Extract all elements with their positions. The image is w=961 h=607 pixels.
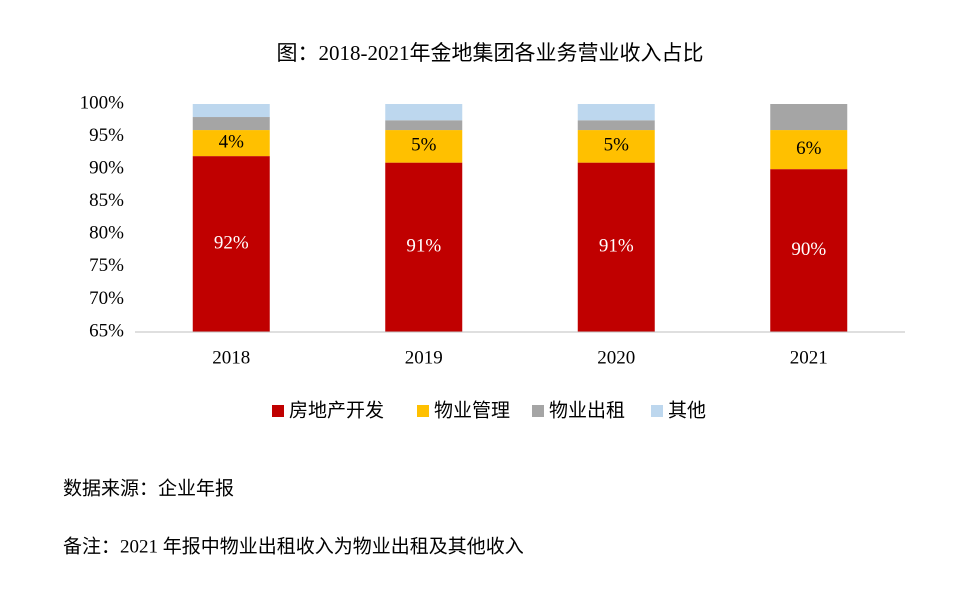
bar-segment <box>577 162 655 332</box>
legend-label: 其他 <box>668 399 706 421</box>
note: 备注：2021 年报中物业出租收入为物业出租及其他收入 <box>63 535 524 557</box>
bar-segment <box>192 156 270 332</box>
y-tick-label: 85% <box>89 190 124 211</box>
y-tick-label: 95% <box>89 125 124 146</box>
legend-swatch <box>532 405 544 417</box>
x-tick-label: 2019 <box>405 347 443 368</box>
data-label: 5% <box>411 135 437 156</box>
x-tick-label: 2018 <box>212 347 250 368</box>
source: 数据来源：企业年报 <box>63 477 234 499</box>
legend-label: 房地产开发 <box>289 399 384 421</box>
legend-label: 物业出租 <box>549 399 625 421</box>
bar-segment <box>385 162 463 332</box>
y-tick-label: 75% <box>89 255 124 276</box>
bar-segment <box>385 104 463 121</box>
bar-segment <box>770 130 848 170</box>
y-tick-label: 65% <box>89 320 124 341</box>
data-label: 5% <box>604 135 630 156</box>
y-tick-label: 100% <box>80 92 125 113</box>
y-tick-label: 90% <box>89 158 124 179</box>
data-label: 92% <box>214 232 249 253</box>
y-tick-label: 80% <box>89 223 124 244</box>
legend-swatch <box>417 405 429 417</box>
bar-segment <box>385 120 463 131</box>
x-tick-label: 2021 <box>790 347 828 368</box>
data-label: 4% <box>219 131 245 152</box>
legend-swatch <box>272 405 284 417</box>
x-tick-label: 2020 <box>597 347 635 368</box>
y-tick-label: 70% <box>89 288 124 309</box>
bar-segment <box>577 104 655 121</box>
legend-swatch <box>651 405 663 417</box>
data-label: 90% <box>791 239 826 260</box>
bar-segment <box>192 117 270 131</box>
legend-label: 物业管理 <box>434 399 510 421</box>
chart-title: 图：2018-2021年金地集团各业务营业收入占比 <box>277 41 704 65</box>
data-label: 6% <box>796 138 822 159</box>
bar-segment <box>770 104 848 131</box>
bar-segment <box>192 130 270 157</box>
bar-segment <box>770 169 848 332</box>
bar-segment <box>577 130 655 163</box>
bar-segment <box>385 130 463 163</box>
data-label: 91% <box>406 236 441 257</box>
bar-segment <box>192 104 270 118</box>
bar-segment <box>577 120 655 131</box>
data-label: 91% <box>599 236 634 257</box>
